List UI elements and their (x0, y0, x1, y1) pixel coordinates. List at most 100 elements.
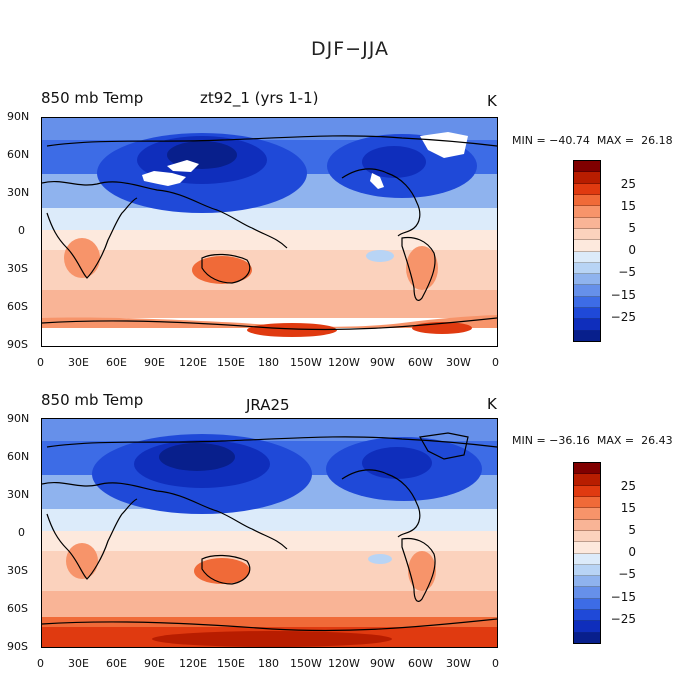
panel-1-colorbar-label: −15 (610, 288, 636, 302)
panel-1-colorbar-label: 5 (628, 221, 636, 235)
colorbar-cell (574, 632, 600, 643)
panel-1-lat-label: 60N (7, 148, 30, 161)
panel-1-temperature-field (42, 118, 497, 346)
colorbar-cell (574, 610, 600, 622)
panel-1-lat-label: 60S (7, 300, 28, 313)
colorbar-cell (574, 194, 600, 207)
panel-2-unit: K (487, 395, 497, 413)
panel-2-left-title: 850 mb Temp (41, 391, 144, 409)
colorbar-cell (574, 319, 600, 331)
panel-1-lat-label: 90N (7, 110, 30, 123)
panel-1-colorbar-label: 0 (628, 243, 636, 257)
panel-2-lon-label: 120E (179, 657, 207, 670)
panel-1-lon-label: 150E (217, 356, 245, 369)
panel-2-lat-label: 60N (7, 450, 30, 463)
panel-1-minmax: MIN = −40.74 MAX = 26.18 (512, 134, 673, 147)
band-north-sub (42, 509, 497, 531)
colorbar-cell (574, 553, 600, 565)
panel-1-lon-label: 180 (258, 356, 279, 369)
colorbar-cell (574, 621, 600, 633)
colorbar-cell (574, 508, 600, 520)
panel-2-colorbar-label: 15 (620, 501, 636, 515)
colorbar-cell (574, 519, 600, 531)
colorbar-cell (574, 598, 600, 611)
panel-2-lon-label: 120W (328, 657, 360, 670)
panel-2-lon-label: 150E (217, 657, 245, 670)
panel-2-colorbar-label: −5 (618, 567, 636, 581)
panel-2-colorbar-label: 5 (628, 523, 636, 537)
panel-2-lon-label: 30E (68, 657, 89, 670)
panel-1-left-title: 850 mb Temp (41, 89, 144, 107)
band-equator (42, 230, 497, 250)
colorbar-cell (574, 217, 600, 229)
panel-1-colorbar-label: 25 (620, 177, 636, 191)
panel-2-lat-label: 90N (7, 412, 30, 425)
colorbar-cell (574, 576, 600, 588)
colorbar-cell (574, 463, 600, 475)
colorbar-cell (574, 530, 600, 543)
panel-2-colorbar-label: 0 (628, 545, 636, 559)
band-arctic (42, 419, 497, 441)
panel-1-colorbar-label: 15 (620, 199, 636, 213)
panel-2-colorbar-label: −25 (610, 612, 636, 626)
panel-1-lon-label: 0 (492, 356, 499, 369)
panel-2-lon-label: 60W (408, 657, 433, 670)
colorbar-cell (574, 542, 600, 554)
panel-2-lon-label: 90E (144, 657, 165, 670)
panel-1-center-title: zt92_1 (yrs 1-1) (200, 89, 319, 107)
band-arctic (42, 118, 497, 140)
colorbar-cell (574, 587, 600, 599)
panel-2-lat-label: 30N (7, 488, 30, 501)
panel-1-colorbar-label: −25 (610, 310, 636, 324)
colorbar-cell (574, 262, 600, 275)
panel-2-lon-label: 90W (370, 657, 395, 670)
colorbar-cell (574, 274, 600, 286)
colorbar-cell (574, 564, 600, 577)
panel-2-colorbar (573, 462, 601, 644)
panel-1-colorbar (573, 160, 601, 342)
panel-2-lon-label: 150W (290, 657, 322, 670)
band-north-sub (42, 208, 497, 230)
panel-1-lat-label: 0 (18, 224, 25, 237)
warm-cell-australia (194, 558, 250, 584)
panel-2-colorbar-label: −15 (610, 590, 636, 604)
missing-patch-greenland (420, 132, 468, 158)
colorbar-cell (574, 172, 600, 184)
panel-1-lon-label: 150W (290, 356, 322, 369)
missing-patch-tibet (142, 171, 186, 186)
panel-1-lon-label: 120W (328, 356, 360, 369)
warm-cell-australia (192, 256, 252, 284)
colorbar-cell (574, 330, 600, 341)
panel-1-map (41, 117, 498, 347)
panel-2-lon-label: 0 (492, 657, 499, 670)
panel-2-lon-label: 180 (258, 657, 279, 670)
colorbar-cell (574, 496, 600, 509)
panel-1-lon-label: 90E (144, 356, 165, 369)
panel-2-temperature-field (42, 419, 497, 647)
panel-2-center-title: JRA25 (246, 396, 290, 414)
panel-2-lon-label: 30W (446, 657, 471, 670)
panel-1-unit: K (487, 92, 497, 110)
panel-1-lon-label: 90W (370, 356, 395, 369)
panel-2-lat-label: 0 (18, 526, 25, 539)
panel-2-lat-label: 60S (7, 602, 28, 615)
panel-2-colorbar-label: 25 (620, 479, 636, 493)
panel-1-lon-label: 0 (37, 356, 44, 369)
colorbar-cell (574, 285, 600, 297)
band-equator (42, 531, 497, 551)
panel-1-lon-label: 60W (408, 356, 433, 369)
panel-1-lon-label: 30E (68, 356, 89, 369)
colorbar-cell (574, 251, 600, 263)
colorbar-cell (574, 474, 600, 486)
band-south-mid (42, 591, 497, 617)
colorbar-cell (574, 161, 600, 173)
panel-1-lon-label: 30W (446, 356, 471, 369)
colorbar-cell (574, 485, 600, 497)
panel-1-lon-label: 60E (106, 356, 127, 369)
panel-1-lat-label: 90S (7, 338, 28, 351)
panel-1-colorbar-label: −5 (618, 265, 636, 279)
panel-1-lat-label: 30S (7, 262, 28, 275)
colorbar-cell (574, 296, 600, 309)
panel-2-map (41, 418, 498, 648)
band-south-mid (42, 290, 497, 318)
